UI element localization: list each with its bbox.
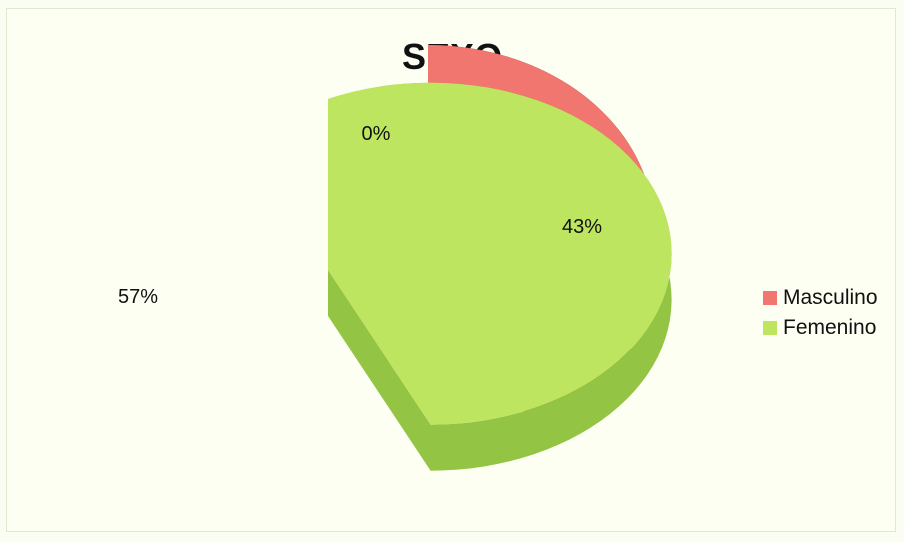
legend-label-masculino: Masculino xyxy=(783,286,878,309)
legend-swatch-femenino xyxy=(763,321,777,335)
pie-slice-femenino xyxy=(328,82,672,425)
data-label-femenino: 57% xyxy=(118,286,158,308)
legend-item-masculino: Masculino xyxy=(763,283,878,313)
legend-label-femenino: Femenino xyxy=(783,316,877,339)
data-label-masculino: 43% xyxy=(562,216,602,238)
legend-item-femenino: Femenino xyxy=(763,313,878,343)
legend-swatch-masculino xyxy=(763,291,777,305)
data-label-zero: 0% xyxy=(362,123,391,145)
legend: Masculino Femenino xyxy=(763,283,878,343)
